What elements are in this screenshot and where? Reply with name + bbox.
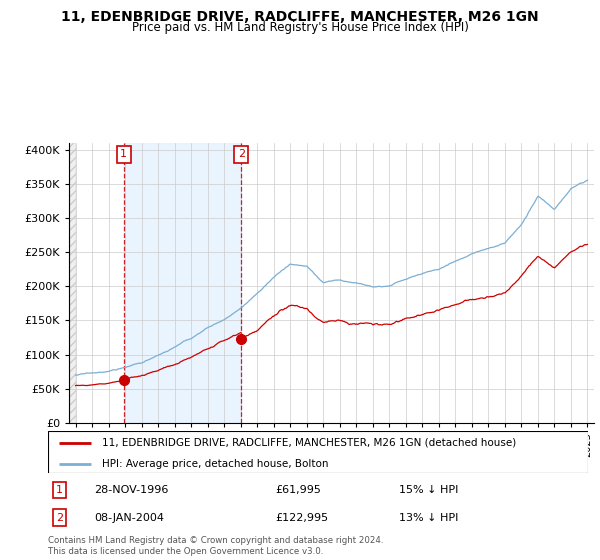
Text: Price paid vs. HM Land Registry's House Price Index (HPI): Price paid vs. HM Land Registry's House … <box>131 21 469 34</box>
Text: 1: 1 <box>56 485 63 495</box>
Text: 08-JAN-2004: 08-JAN-2004 <box>94 512 164 522</box>
Text: 1: 1 <box>121 150 127 160</box>
Text: 2: 2 <box>238 150 245 160</box>
Text: 28-NOV-1996: 28-NOV-1996 <box>94 485 168 495</box>
Text: £122,995: £122,995 <box>275 512 328 522</box>
Text: 11, EDENBRIDGE DRIVE, RADCLIFFE, MANCHESTER, M26 1GN (detached house): 11, EDENBRIDGE DRIVE, RADCLIFFE, MANCHES… <box>102 438 516 448</box>
Text: 15% ↓ HPI: 15% ↓ HPI <box>399 485 458 495</box>
Text: £61,995: £61,995 <box>275 485 320 495</box>
FancyBboxPatch shape <box>48 431 588 473</box>
Bar <box>124 143 241 423</box>
Text: Contains HM Land Registry data © Crown copyright and database right 2024.
This d: Contains HM Land Registry data © Crown c… <box>48 536 383 556</box>
Text: HPI: Average price, detached house, Bolton: HPI: Average price, detached house, Bolt… <box>102 459 329 469</box>
Text: 2: 2 <box>56 512 63 522</box>
Text: 13% ↓ HPI: 13% ↓ HPI <box>399 512 458 522</box>
Text: 11, EDENBRIDGE DRIVE, RADCLIFFE, MANCHESTER, M26 1GN: 11, EDENBRIDGE DRIVE, RADCLIFFE, MANCHES… <box>61 10 539 24</box>
